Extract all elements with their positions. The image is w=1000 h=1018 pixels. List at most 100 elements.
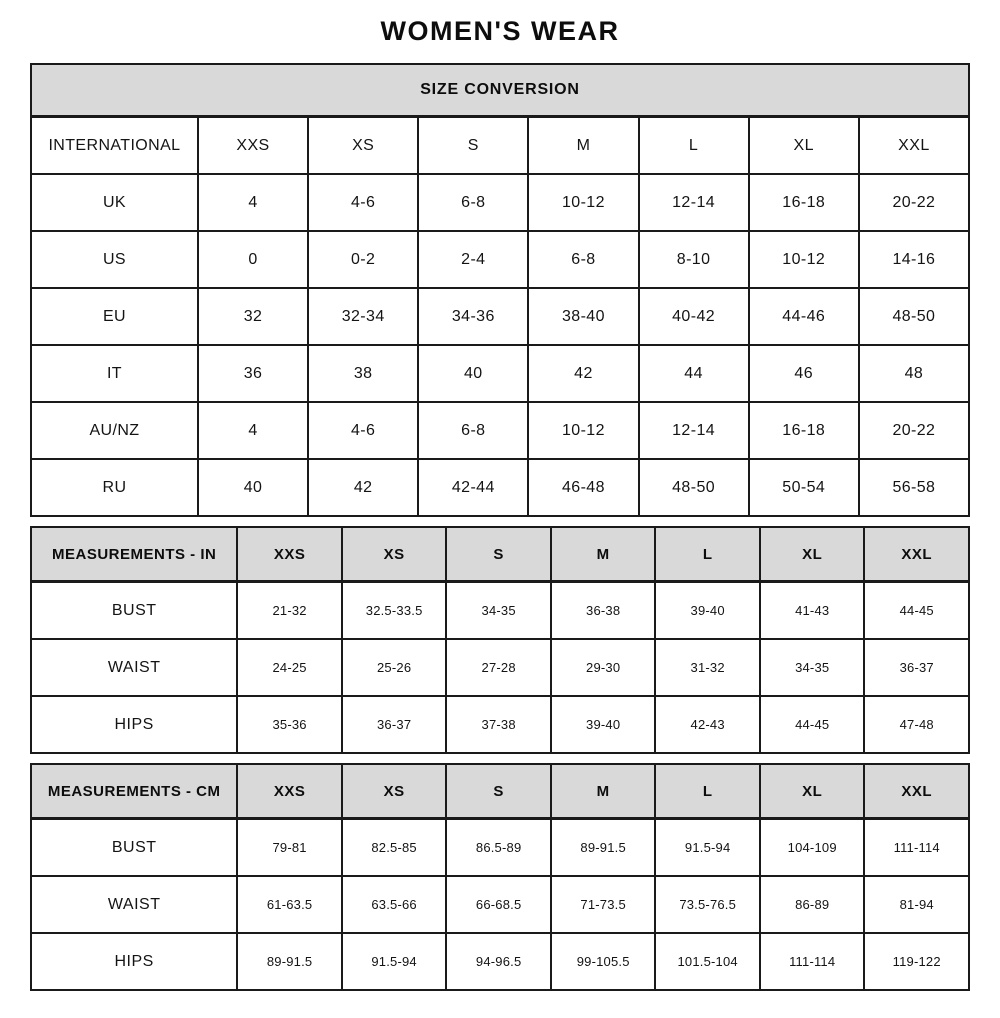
measurement-value: 47-48 <box>863 695 970 754</box>
measurement-value: 119-122 <box>863 932 970 991</box>
measurement-value: 37-38 <box>445 695 552 754</box>
measurement-value: 94-96.5 <box>445 932 552 991</box>
size-value: 0 <box>196 230 310 289</box>
size-value: 4 <box>196 173 310 232</box>
measurements-cm-header-row: MEASUREMENTS - CM XXS XS S M L XL XXL <box>29 763 970 820</box>
size-value: 44-46 <box>747 287 860 346</box>
table-row: BUST 21-32 32.5-33.5 34-35 36-38 39-40 4… <box>29 580 970 640</box>
size-value: 16-18 <box>747 401 860 460</box>
size-value: 0-2 <box>307 230 420 289</box>
size-value: 10-12 <box>747 230 860 289</box>
column-header-size: L <box>637 115 750 175</box>
region-label: US <box>30 230 199 289</box>
measurement-value: 36-37 <box>340 695 448 754</box>
column-header-size: M <box>549 526 657 583</box>
column-header-size: L <box>654 526 761 583</box>
size-value: 32 <box>196 287 310 346</box>
table-row: HIPS 89-91.5 91.5-94 94-96.5 99-105.5 10… <box>29 932 970 991</box>
measurements-in-header: MEASUREMENTS - IN <box>29 526 239 583</box>
size-value: 46 <box>747 344 860 403</box>
table-row: RU 40 42 42-44 46-48 48-50 50-54 56-58 <box>30 458 971 517</box>
column-header-size: XL <box>758 526 866 583</box>
size-value: 46-48 <box>527 458 640 517</box>
measurement-label: HIPS <box>29 932 239 991</box>
size-conversion-banner-row: SIZE CONVERSION <box>30 63 970 118</box>
measurement-value: 44-45 <box>863 580 970 640</box>
size-value: 20-22 <box>857 173 971 232</box>
size-value: 6-8 <box>417 173 530 232</box>
measurements-cm-table: MEASUREMENTS - CM XXS XS S M L XL XXL BU… <box>29 763 970 991</box>
size-value: 56-58 <box>857 458 971 517</box>
table-row: EU 32 32-34 34-36 38-40 40-42 44-46 48-5… <box>30 287 971 346</box>
size-value: 8-10 <box>637 230 750 289</box>
column-header-size: XS <box>340 763 448 820</box>
region-label: EU <box>30 287 199 346</box>
size-value: 10-12 <box>527 401 640 460</box>
size-value: 40-42 <box>637 287 750 346</box>
size-value: 10-12 <box>527 173 640 232</box>
measurement-label: HIPS <box>29 695 239 754</box>
measurement-value: 82.5-85 <box>340 817 448 877</box>
measurement-value: 63.5-66 <box>340 875 448 934</box>
column-header-size: XS <box>340 526 448 583</box>
measurement-value: 86.5-89 <box>445 817 552 877</box>
column-header-international: INTERNATIONAL <box>30 115 199 175</box>
measurement-label: BUST <box>29 817 239 877</box>
page-title: WOMEN'S WEAR <box>380 16 620 46</box>
table-row: IT 36 38 40 42 44 46 48 <box>30 344 971 403</box>
measurement-value: 32.5-33.5 <box>340 580 448 640</box>
size-value: 48 <box>857 344 971 403</box>
region-label: IT <box>30 344 199 403</box>
measurements-in-table: MEASUREMENTS - IN XXS XS S M L XL XXL BU… <box>29 526 970 754</box>
size-value: 42-44 <box>417 458 530 517</box>
measurement-value: 34-35 <box>758 638 866 697</box>
table-row: UK 4 4-6 6-8 10-12 12-14 16-18 20-22 <box>30 173 971 232</box>
measurement-value: 86-89 <box>758 875 866 934</box>
column-header-size: XL <box>747 115 860 175</box>
size-value: 12-14 <box>637 173 750 232</box>
measurement-value: 89-91.5 <box>549 817 657 877</box>
size-value: 40 <box>417 344 530 403</box>
table-row: WAIST 24-25 25-26 27-28 29-30 31-32 34-3… <box>29 638 970 697</box>
column-header-size: M <box>527 115 640 175</box>
measurement-label: WAIST <box>29 638 239 697</box>
measurements-in-header-row: MEASUREMENTS - IN XXS XS S M L XL XXL <box>29 526 970 583</box>
measurement-value: 34-35 <box>445 580 552 640</box>
measurement-value: 81-94 <box>863 875 970 934</box>
measurement-value: 101.5-104 <box>654 932 761 991</box>
measurement-value: 89-91.5 <box>236 932 343 991</box>
size-value: 4-6 <box>307 401 420 460</box>
measurement-value: 31-32 <box>654 638 761 697</box>
measurement-value: 36-37 <box>863 638 970 697</box>
measurement-value: 104-109 <box>758 817 866 877</box>
column-header-size: XXS <box>236 526 343 583</box>
region-label: RU <box>30 458 199 517</box>
size-value: 38-40 <box>527 287 640 346</box>
column-header-size: L <box>654 763 761 820</box>
table-row: HIPS 35-36 36-37 37-38 39-40 42-43 44-45… <box>29 695 970 754</box>
measurement-value: 27-28 <box>445 638 552 697</box>
measurement-label: BUST <box>29 580 239 640</box>
size-conversion-columns-row: INTERNATIONAL XXS XS S M L XL XXL <box>30 115 971 175</box>
measurement-value: 79-81 <box>236 817 343 877</box>
size-conversion-header: SIZE CONVERSION <box>30 63 970 118</box>
measurement-value: 66-68.5 <box>445 875 552 934</box>
measurements-cm-header: MEASUREMENTS - CM <box>29 763 239 820</box>
size-value: 40 <box>196 458 310 517</box>
measurement-value: 21-32 <box>236 580 343 640</box>
measurement-value: 41-43 <box>758 580 866 640</box>
measurement-value: 73.5-76.5 <box>654 875 761 934</box>
measurement-value: 99-105.5 <box>549 932 657 991</box>
size-value: 50-54 <box>747 458 860 517</box>
size-value: 38 <box>307 344 420 403</box>
measurement-value: 71-73.5 <box>549 875 657 934</box>
column-header-size: S <box>417 115 530 175</box>
measurement-value: 35-36 <box>236 695 343 754</box>
size-value: 34-36 <box>417 287 530 346</box>
measurement-value: 36-38 <box>549 580 657 640</box>
column-header-size: XL <box>758 763 866 820</box>
measurement-value: 111-114 <box>863 817 970 877</box>
size-value: 32-34 <box>307 287 420 346</box>
measurement-value: 111-114 <box>758 932 866 991</box>
